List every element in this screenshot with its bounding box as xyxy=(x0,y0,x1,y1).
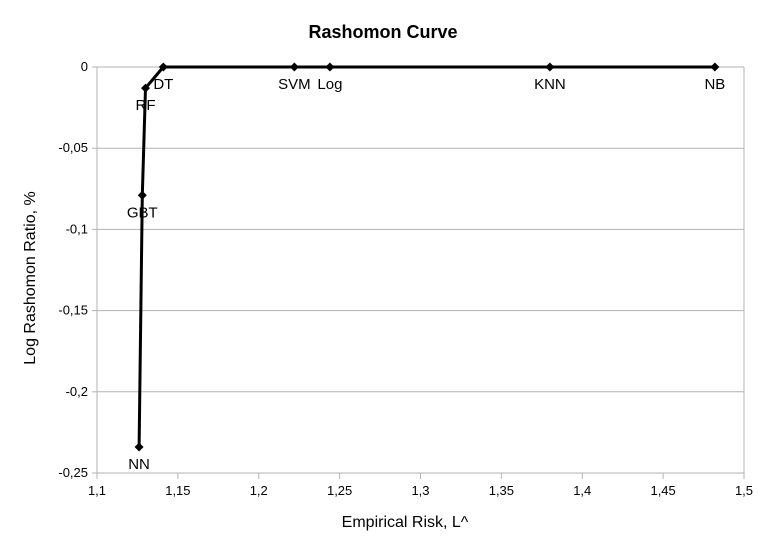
y-tick-label: -0,1 xyxy=(66,221,88,236)
x-tick-label: 1,3 xyxy=(411,483,429,498)
x-tick-label: 1,2 xyxy=(250,483,268,498)
point-label-gbt: GBT xyxy=(127,204,158,221)
x-tick-label: 1,25 xyxy=(327,483,352,498)
data-point-nn xyxy=(134,442,144,452)
point-label-knn: KNN xyxy=(534,76,566,93)
point-label-nb: NB xyxy=(704,76,725,93)
y-tick-label: -0,25 xyxy=(58,465,88,480)
x-tick-label: 1,15 xyxy=(165,483,190,498)
data-point-nb xyxy=(710,62,720,72)
x-tick-label: 1,5 xyxy=(735,483,753,498)
series-layer xyxy=(134,62,720,452)
axes-layer xyxy=(92,66,745,479)
point-label-dt: DT xyxy=(153,76,173,93)
x-tick-label: 1,1 xyxy=(88,483,106,498)
y-axis-label: Log Rashomon Ratio, % xyxy=(22,191,39,364)
y-tick-label: -0,15 xyxy=(58,303,88,318)
tick-labels-layer: 0 -0,05 -0,1 -0,15 -0,2 -0,251,1 1,15 1,2 1,25 1,… xyxy=(58,59,753,498)
y-tick-label: -0,2 xyxy=(66,384,88,399)
x-tick-label: 1,45 xyxy=(650,483,675,498)
data-point-dt xyxy=(158,62,168,72)
x-axis-label: Empirical Risk, L^ xyxy=(342,514,469,531)
point-labels-layer: NN GBT RF DT SVM Log KNN NB xyxy=(127,76,725,473)
chart-title: Rashomon Curve xyxy=(308,22,457,42)
y-tick-label: 0 xyxy=(81,59,88,74)
point-label-svm: SVM xyxy=(278,76,311,93)
point-label-rf: RF xyxy=(136,97,156,114)
data-point-rf xyxy=(141,83,151,93)
data-point-gbt xyxy=(137,190,147,200)
x-tick-label: 1,35 xyxy=(489,483,514,498)
data-point-knn xyxy=(545,62,555,72)
point-label-log: Log xyxy=(317,76,342,93)
y-tick-label: -0,05 xyxy=(58,140,88,155)
data-point-svm xyxy=(289,62,299,72)
series-line xyxy=(137,65,715,448)
x-tick-label: 1,4 xyxy=(573,483,591,498)
point-label-nn: NN xyxy=(128,456,150,473)
data-point-log xyxy=(325,62,335,72)
